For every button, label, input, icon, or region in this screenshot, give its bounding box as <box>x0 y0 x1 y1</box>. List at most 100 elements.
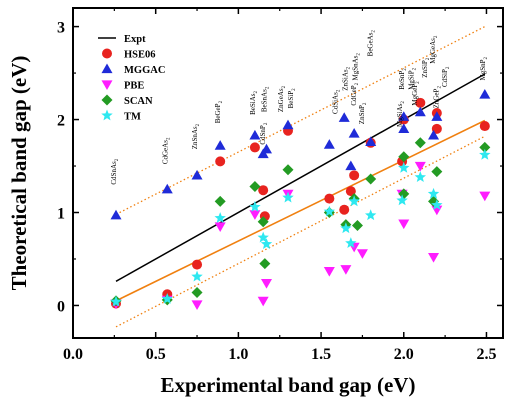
scan-point <box>479 141 491 153</box>
compound-label-cdsip2: CdSiP2 <box>441 66 451 87</box>
hse06-point <box>339 204 350 215</box>
compound-label-znsip2: ZnSiP2 <box>421 57 431 78</box>
tm-point <box>431 199 443 210</box>
compound-label-besnp2: BeSnP2 <box>398 68 408 90</box>
scan-point <box>214 195 226 207</box>
compound-label-cdsnas2: CdSnAs2 <box>110 158 120 184</box>
tm-point <box>340 222 352 234</box>
tm-point <box>282 191 294 203</box>
mggac-point <box>161 183 173 194</box>
x-tick-label: 0.0 <box>63 346 83 363</box>
scan-point <box>249 180 261 192</box>
pbe-point <box>340 265 352 275</box>
compound-label-mgsnp2: MgSnP2 <box>479 56 489 80</box>
legend-label-scan: SCAN <box>124 96 153 107</box>
compound-label-begeas2: BeGeAs2 <box>366 30 376 57</box>
pbe-point <box>414 161 426 172</box>
tm-point <box>364 209 377 221</box>
legend-swatch-tm <box>101 109 113 121</box>
x-tick-label: 2.0 <box>394 346 414 363</box>
pbe-point <box>323 266 335 277</box>
x-tick-label: 1.5 <box>311 346 331 363</box>
scan-point <box>431 166 443 178</box>
hse06-point <box>249 142 260 153</box>
scan-point <box>414 137 426 149</box>
x-tick-label: 1.0 <box>228 346 248 363</box>
fit-line-solid <box>115 119 486 302</box>
mggac-point <box>261 143 272 154</box>
x-tick-label: 0.5 <box>146 346 166 363</box>
tm-point <box>414 171 427 183</box>
y-tick-label: 3 <box>57 20 65 37</box>
fit-line-dotted <box>115 135 486 328</box>
mggac-series <box>110 88 491 220</box>
pbe-point <box>398 219 410 230</box>
tm-point <box>249 200 261 212</box>
compound-label-mgsnas2: MgSnAs2 <box>351 53 361 81</box>
legend: Expt HSE06 MGGAC PBE SCAN TM <box>98 34 165 123</box>
tm-point <box>161 292 173 304</box>
tm-point <box>214 212 226 223</box>
compound-labels: CdSnAs2 CdGeAs2 ZnSnAs2 BeGeP2 BeSiAs2 BeSnAs… <box>110 30 489 185</box>
expt-line <box>115 73 486 282</box>
mggac-point <box>345 160 357 171</box>
compound-label-mgsip2: MgSiP2 <box>408 67 418 89</box>
tm-point <box>323 205 336 217</box>
pbe-point <box>257 296 269 307</box>
y-tick-label: 2 <box>57 113 65 130</box>
legend-swatch-pbe <box>101 80 113 90</box>
hse06-point <box>324 193 335 204</box>
scan-point <box>398 151 410 163</box>
mggac-point <box>282 119 294 130</box>
compound-label-mggeas2: MgGeAs2 <box>429 35 439 64</box>
compound-label-begep2: BeGeP2 <box>214 100 224 123</box>
mggac-point <box>249 129 261 140</box>
tm-point <box>398 161 410 173</box>
mggac-point <box>323 139 335 149</box>
pbe-point <box>479 191 491 202</box>
scan-point <box>257 216 269 228</box>
tm-point <box>396 194 408 206</box>
y-axis-title: Theoretical band gap (eV) <box>7 56 31 291</box>
pbe-point <box>261 279 272 289</box>
pbe-point <box>214 222 226 232</box>
hse06-point <box>479 121 490 132</box>
scan-point <box>351 220 363 232</box>
legend-swatch-hse06 <box>102 48 112 59</box>
scan-point <box>282 164 294 176</box>
hse06-point <box>349 170 360 181</box>
compound-label-zngep2: ZnGeP2 <box>433 86 443 109</box>
compound-label-mgsias2: MgSiAs2 <box>396 101 406 127</box>
compound-label-cdsnp2: CdSnP2 <box>259 122 269 144</box>
compound-label-cdsias2: CdSiAs2 <box>332 89 342 114</box>
compound-label-mggep2: MgGeP2 <box>411 81 421 106</box>
legend-label-pbe: PBE <box>124 81 144 92</box>
data-points <box>110 88 491 311</box>
tm-point <box>191 270 203 282</box>
tm-point <box>345 237 357 249</box>
fit-lines <box>115 26 486 328</box>
hse06-point <box>192 259 203 270</box>
mggac-point <box>191 169 203 180</box>
compound-label-cdgeas2: CdGeAs2 <box>161 137 171 164</box>
scan-point <box>191 286 203 298</box>
tm-series <box>110 148 491 307</box>
mggac-point <box>414 106 426 117</box>
legend-label-tm: TM <box>124 112 141 123</box>
mggac-point <box>398 123 410 133</box>
mggac-point <box>110 209 122 220</box>
x-axis-title: Experimental band gap (eV) <box>161 373 416 397</box>
legend-swatch-mggac <box>101 63 113 74</box>
pbe-point <box>191 300 203 311</box>
mggac-point <box>214 140 226 150</box>
compound-label-cdgep2: CdGeP2 <box>350 82 360 105</box>
tm-point <box>427 187 440 199</box>
hse06-point <box>258 185 269 196</box>
legend-label-mggac: MGGAC <box>124 65 165 76</box>
compound-label-zngeas2: ZnGeAs2 <box>277 85 287 112</box>
y-tick-label: 1 <box>57 206 65 223</box>
mggac-point <box>338 112 350 122</box>
legend-swatch-scan <box>101 94 113 106</box>
mggac-point <box>365 136 377 146</box>
